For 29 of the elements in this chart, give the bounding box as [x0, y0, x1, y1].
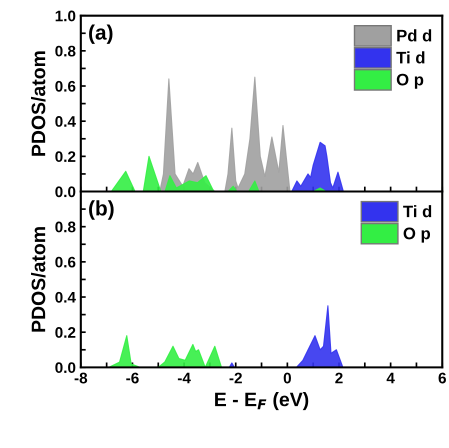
x-tick-label: 0	[284, 372, 291, 384]
y-axis-title: PDOS/atom	[31, 227, 46, 332]
y-tick-label: 0.6	[55, 256, 76, 268]
x-tick-label: 2	[335, 372, 343, 384]
y-tick-label: 0.0	[55, 362, 76, 374]
x-axis-title: E - E$_{F}$ (eV)	[215, 392, 308, 410]
y-tick-label: 1.0	[56, 10, 76, 22]
annotation: (a)	[89, 24, 112, 44]
x-tick-label: -4	[178, 372, 191, 384]
y-tick-label: 0.4	[55, 292, 76, 303]
legend-label: O p	[396, 74, 424, 89]
x-tick-label: -2	[230, 372, 242, 384]
legend-label: Ti d	[403, 205, 432, 218]
x-tick-label: -6	[126, 372, 139, 384]
x-tick-label: 4	[386, 372, 395, 384]
y-tick-label: 0.0	[55, 186, 76, 198]
y-tick-label: 0.8	[55, 222, 76, 232]
y-tick-label: 0.6	[55, 80, 76, 92]
x-tick-label: 6	[438, 372, 446, 384]
y-tick-label: 0.8	[55, 46, 76, 57]
y-tick-label: 0.4	[55, 116, 76, 127]
annotation: (b)	[89, 200, 114, 220]
legend-label: Pd d	[397, 29, 432, 42]
y-tick-label: 0.2	[55, 327, 76, 338]
y-axis-title: PDOS/atom	[31, 51, 46, 156]
legend-label: Ti d	[396, 51, 424, 64]
x-tick-label: -8	[74, 372, 88, 384]
y-tick-label: 0.2	[55, 151, 76, 162]
legend-label: O p	[404, 228, 430, 243]
